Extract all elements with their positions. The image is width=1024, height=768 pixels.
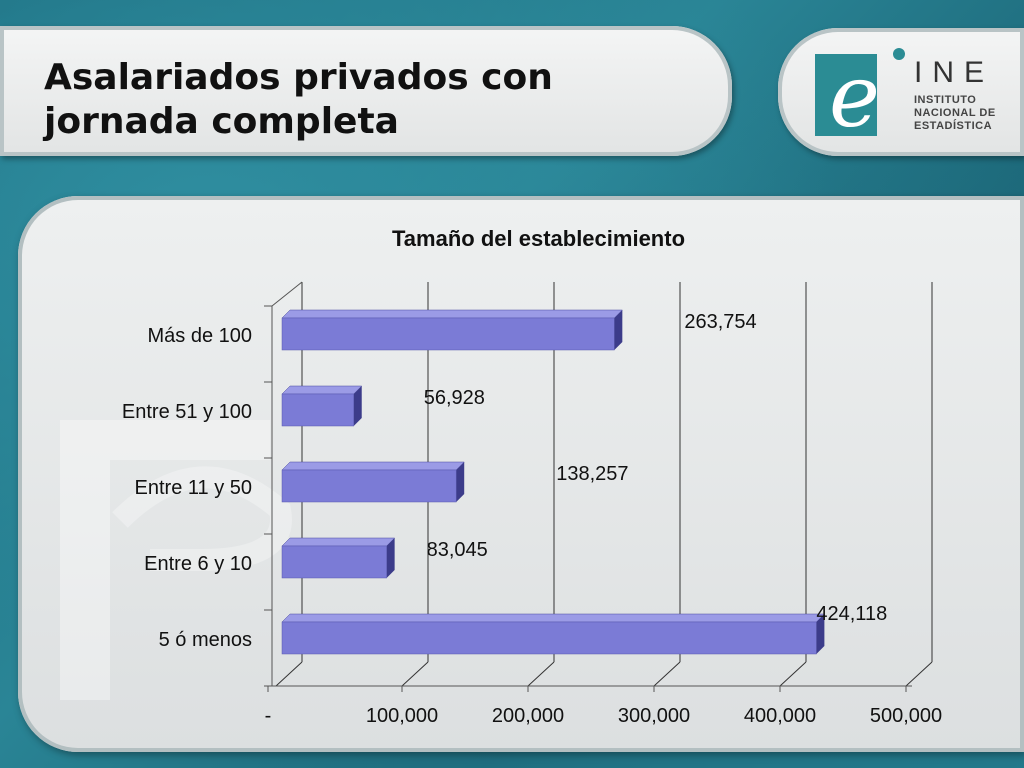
bar	[281, 393, 354, 427]
bar	[281, 621, 817, 655]
bar	[281, 317, 615, 351]
x-tick-label: 400,000	[744, 705, 816, 727]
floor-grid-line	[779, 661, 807, 687]
data-label: 83,045	[427, 539, 488, 561]
bar-side	[386, 538, 395, 578]
bar-top	[281, 613, 825, 623]
bar-top	[281, 309, 623, 319]
bar-side	[614, 310, 623, 350]
data-label: 138,257	[556, 463, 628, 485]
logo-line1: INSTITUTO	[914, 94, 977, 106]
bar	[281, 545, 387, 579]
bar-side	[456, 462, 465, 502]
floor-grid-line	[275, 661, 303, 687]
wall-edge	[271, 281, 303, 307]
x-tick-label: 200,000	[492, 705, 564, 727]
slide-title: Asalariados privados con jornada complet…	[44, 56, 684, 144]
logo-subtitle: INSTITUTO NACIONAL DE ESTADÍSTICA	[914, 94, 996, 133]
floor-grid-line	[401, 661, 429, 687]
logo-name: INE	[914, 56, 995, 89]
bar-top	[281, 537, 396, 547]
watermark-e-icon	[60, 420, 292, 700]
logo-line2: NACIONAL DE	[914, 107, 996, 119]
x-tick-label: 300,000	[618, 705, 690, 727]
x-tick-label: -	[265, 705, 272, 727]
category-label: Entre 51 y 100	[122, 401, 252, 423]
logo-line3: ESTADÍSTICA	[914, 120, 993, 132]
data-label: 424,118	[816, 603, 887, 625]
floor-grid-line	[905, 661, 933, 687]
chart-title: Tamaño del establecimiento	[392, 226, 686, 251]
category-label: Entre 6 y 10	[144, 553, 252, 575]
bar	[281, 469, 457, 503]
x-tick-label: 500,000	[870, 705, 942, 727]
category-label: Entre 11 y 50	[135, 477, 252, 499]
bar-top	[281, 461, 465, 471]
floor-grid-line	[653, 661, 681, 687]
chart-panel	[18, 196, 1024, 752]
slide-title-line2: jornada completa	[44, 101, 399, 142]
category-label: 5 ó menos	[159, 629, 252, 651]
logo-letter: e	[829, 47, 880, 138]
category-label: Más de 100	[147, 325, 252, 347]
floor-grid-line	[527, 661, 555, 687]
title-panel	[0, 26, 732, 156]
bar-side	[353, 386, 362, 426]
ine-logo-icon: e	[815, 47, 905, 138]
slide-title-line1: Asalariados privados con	[44, 57, 553, 98]
data-label: 56,928	[424, 387, 485, 409]
data-label: 263,754	[684, 311, 756, 333]
x-tick-label: 100,000	[366, 705, 438, 727]
bar-side	[816, 614, 825, 654]
bar-top	[281, 385, 363, 395]
